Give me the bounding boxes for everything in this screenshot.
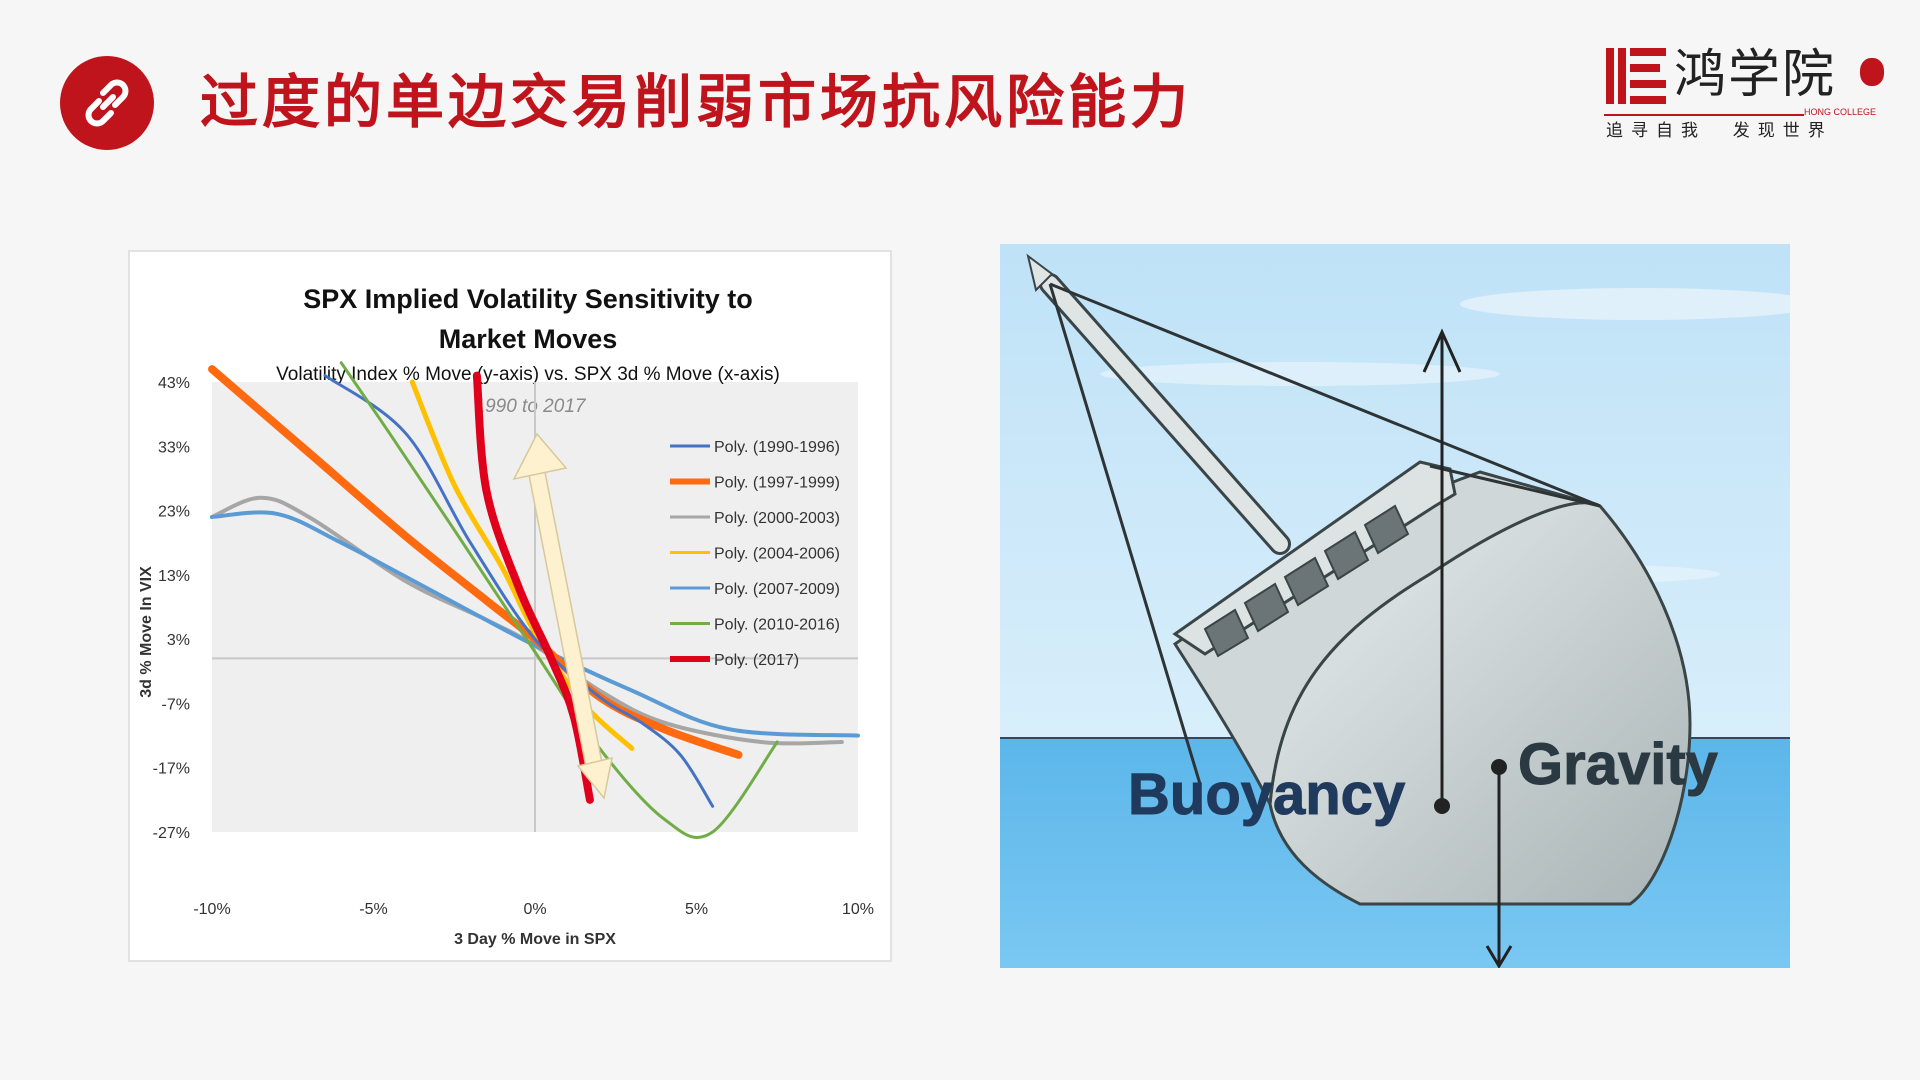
seal-icon <box>1860 58 1884 86</box>
logo-english: HONG COLLEGE <box>1804 107 1876 117</box>
legend-label: Poly. (1990-1996) <box>714 439 840 456</box>
legend-label: Poly. (2010-2016) <box>714 617 840 634</box>
x-tick-label: -5% <box>359 901 387 918</box>
chart-annotation: 1990 to 2017 <box>475 396 587 417</box>
logo-name: 鸿学院 <box>1674 40 1836 110</box>
chart-title-line1: SPX Implied Volatility Sensitivity to <box>303 284 753 314</box>
buoyancy-label: Buoyancy <box>1128 762 1405 827</box>
x-tick-label: 10% <box>842 901 874 918</box>
cloud <box>1100 362 1500 386</box>
x-tick-label: 0% <box>523 901 546 918</box>
chart-title-line2: Market Moves <box>439 324 618 354</box>
page-title: 过度的单边交易削弱市场抗风险能力 <box>200 62 1192 142</box>
legend-label: Poly. (1997-1999) <box>714 475 840 492</box>
y-tick-label: 43% <box>158 375 190 392</box>
y-tick-label: 3% <box>167 632 190 649</box>
y-tick-label: -7% <box>162 696 190 713</box>
legend-label: Poly. (2007-2009) <box>714 581 840 598</box>
logo-slogan: 追寻自我 发现世界 <box>1606 118 1833 144</box>
buoyancy-diagram: Buoyancy Gravity <box>1000 244 1790 968</box>
logo-mark-icon <box>1604 44 1668 108</box>
chart-subtitle: Volatility Index % Move (y-axis) vs. SPX… <box>276 364 780 385</box>
gravity-label: Gravity <box>1518 732 1718 797</box>
x-tick-label: -10% <box>193 901 230 918</box>
logo-divider <box>1604 114 1804 116</box>
legend-label: Poly. (2000-2003) <box>714 510 840 527</box>
y-tick-label: 13% <box>158 568 190 585</box>
y-tick-label: -27% <box>153 825 190 842</box>
x-tick-label: 5% <box>685 901 708 918</box>
volatility-chart: SPX Implied Volatility Sensitivity to Ma… <box>128 250 892 962</box>
link-icon <box>60 56 154 150</box>
y-tick-label: 33% <box>158 439 190 456</box>
x-axis-label: 3 Day % Move in SPX <box>454 931 616 948</box>
legend-label: Poly. (2017) <box>714 652 799 669</box>
college-logo: 鸿学院 HONG COLLEGE 追寻自我 发现世界 <box>1604 40 1884 145</box>
y-axis-label: 3d % Move In VIX <box>138 566 155 698</box>
ship-illustration: Buoyancy Gravity <box>1000 244 1790 968</box>
chart-svg: SPX Implied Volatility Sensitivity to Ma… <box>130 252 890 960</box>
legend-label: Poly. (2004-2006) <box>714 546 840 563</box>
y-tick-label: 23% <box>158 504 190 521</box>
y-tick-label: -17% <box>153 761 190 778</box>
